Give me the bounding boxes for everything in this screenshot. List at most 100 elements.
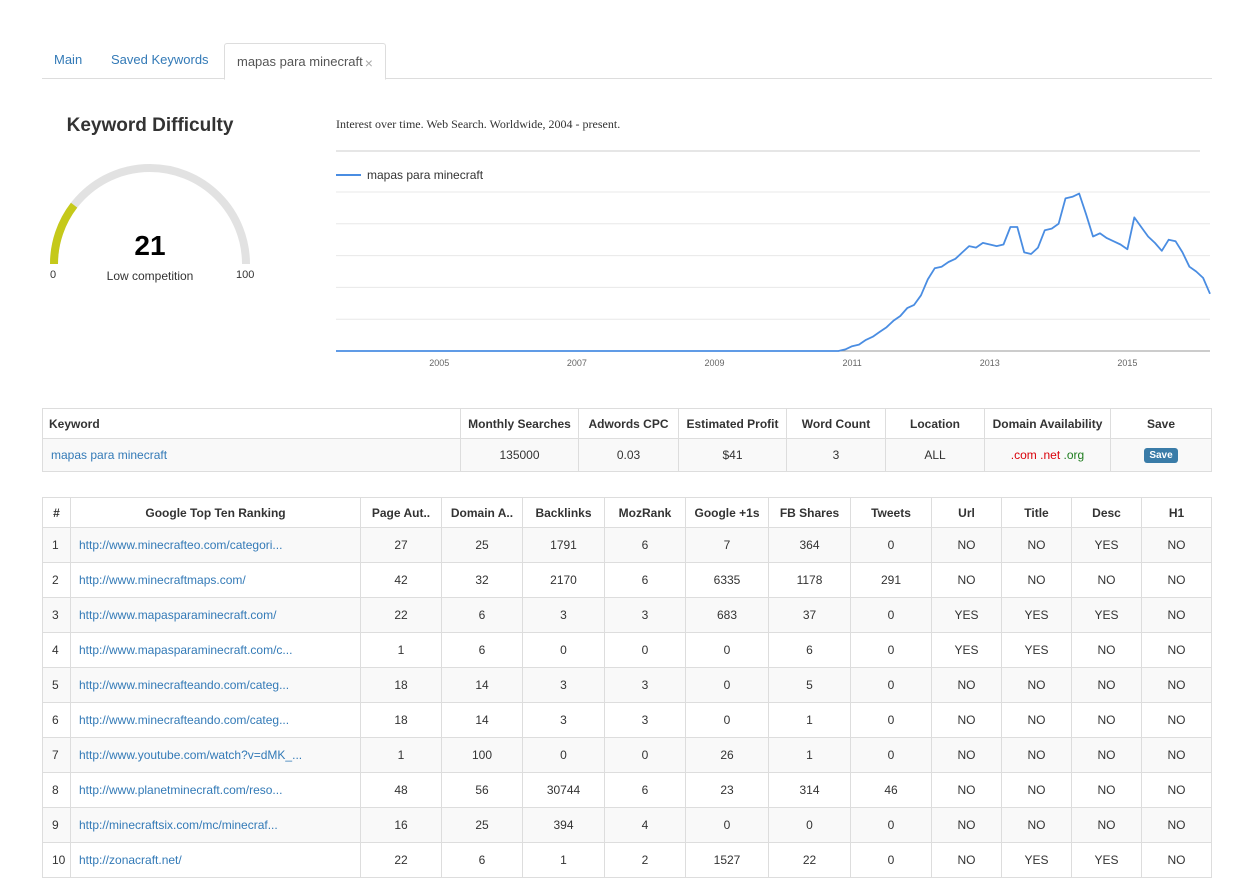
page-authority-cell: 22 [360, 597, 442, 633]
tab-keyword-label: mapas para minecraft [237, 54, 363, 69]
ranking-url-link[interactable]: http://www.youtube.com/watch?v=dMK_... [79, 748, 303, 762]
fb-shares-cell: 1178 [768, 562, 851, 598]
rank-cell: 6 [42, 702, 71, 738]
ranking-url-cell: http://minecraftsix.com/mc/minecraf... [70, 807, 361, 843]
rank-cell: 9 [42, 807, 71, 843]
rank-cell: 3 [42, 597, 71, 633]
desc-match-cell: NO [1071, 807, 1142, 843]
rank-cell: 8 [42, 772, 71, 808]
fb-shares-cell: 5 [768, 667, 851, 703]
close-icon[interactable]: × [364, 55, 373, 71]
table-row: 1 http://www.minecrafteo.com/categori... 2… [42, 527, 1212, 563]
gauge-max-label: 100 [236, 269, 255, 281]
ranking-table-body: 1 http://www.minecrafteo.com/categori... 2… [42, 527, 1212, 878]
backlinks-cell: 1 [522, 842, 605, 878]
fb-shares-cell: 1 [768, 702, 851, 738]
ranking-url-link[interactable]: http://zonacraft.net/ [79, 853, 182, 867]
mozrank-cell: 3 [604, 667, 686, 703]
google-plus-cell: 0 [685, 667, 769, 703]
page-authority-cell: 1 [360, 632, 442, 668]
col-desc: Desc [1071, 497, 1142, 528]
h1-match-cell: NO [1141, 632, 1212, 668]
page-authority-cell: 22 [360, 842, 442, 878]
keyword-cell: mapas para minecraft [42, 438, 461, 472]
domain-availability-cell: .com .net .org [984, 438, 1111, 472]
h1-match-cell: NO [1141, 562, 1212, 598]
page-authority-cell: 18 [360, 667, 442, 703]
table-row: 3 http://www.mapasparaminecraft.com/22 6 3 3… [42, 597, 1212, 633]
ranking-url-cell: http://www.minecrafteo.com/categori... [70, 527, 361, 563]
tab-keyword[interactable]: mapas para minecraft × [224, 43, 386, 80]
rank-cell: 4 [42, 632, 71, 668]
keyword-link[interactable]: mapas para minecraft [51, 448, 168, 462]
desc-match-cell: NO [1071, 702, 1142, 738]
table-row: 4 http://www.mapasparaminecraft.com/c... 1… [42, 632, 1212, 668]
word-count-cell: 3 [786, 438, 886, 472]
difficulty-gauge [50, 164, 250, 265]
ranking-url-link[interactable]: http://www.minecrafteo.com/categori... [79, 538, 283, 552]
domain-authority-cell: 6 [441, 597, 523, 633]
ranking-table-header: # Google Top Ten Ranking Page Aut.. Doma… [42, 497, 1212, 528]
x-tick-label: 2013 [980, 358, 1000, 368]
h1-match-cell: NO [1141, 772, 1212, 808]
tweets-cell: 0 [850, 807, 932, 843]
google-plus-cell: 23 [685, 772, 769, 808]
ranking-url-link[interactable]: http://www.minecraftmaps.com/ [79, 573, 246, 587]
ranking-url-link[interactable]: http://www.minecrafteando.com/categ... [79, 678, 290, 692]
table-row: 10 http://zonacraft.net/22 6 1 2 1527 22 0 NO YES… [42, 842, 1212, 878]
domain-authority-cell: 32 [441, 562, 523, 598]
table-row: 8 http://www.planetminecraft.com/reso... 4… [42, 772, 1212, 808]
mozrank-cell: 4 [604, 807, 686, 843]
gauge-min-label: 0 [50, 269, 57, 281]
domain-authority-cell: 6 [441, 632, 523, 668]
fb-shares-cell: 6 [768, 632, 851, 668]
ranking-url-cell: http://www.minecraftmaps.com/ [70, 562, 361, 598]
desc-match-cell: YES [1071, 597, 1142, 633]
desc-match-cell: YES [1071, 527, 1142, 563]
x-tick-label: 2015 [1117, 358, 1137, 368]
gauge-fill [50, 202, 78, 265]
title-match-cell: NO [1001, 807, 1072, 843]
rank-cell: 1 [42, 527, 71, 563]
col-google-plus: Google +1s [685, 497, 769, 528]
rank-cell: 10 [42, 842, 71, 878]
page-authority-cell: 27 [360, 527, 442, 563]
page-authority-cell: 16 [360, 807, 442, 843]
difficulty-label: Low competition [106, 269, 194, 283]
tab-saved-keywords[interactable]: Saved Keywords [99, 43, 221, 79]
tweets-cell: 0 [850, 702, 932, 738]
table-row: 6 http://www.minecrafteando.com/categ... 1… [42, 702, 1212, 738]
backlinks-cell: 394 [522, 807, 605, 843]
ranking-url-link[interactable]: http://www.mapasparaminecraft.com/c... [79, 643, 293, 657]
keyword-table-header: Keyword Monthly Searches Adwords CPC Est… [42, 408, 1212, 439]
ranking-url-cell: http://www.mapasparaminecraft.com/ [70, 597, 361, 633]
google-plus-cell: 1527 [685, 842, 769, 878]
title-match-cell: NO [1001, 772, 1072, 808]
domain-authority-cell: 14 [441, 667, 523, 703]
keyword-table: Keyword Monthly Searches Adwords CPC Est… [42, 408, 1212, 472]
series-line [336, 192, 1211, 352]
ranking-url-link[interactable]: http://minecraftsix.com/mc/minecraf... [79, 818, 278, 832]
ranking-url-link[interactable]: http://www.minecrafteando.com/categ... [79, 713, 290, 727]
tab-bar: Main Saved Keywords mapas para minecraft… [42, 43, 1212, 80]
title-match-cell: NO [1001, 702, 1072, 738]
url-match-cell: NO [931, 842, 1002, 878]
location-cell: ALL [885, 438, 985, 472]
domain-authority-cell: 56 [441, 772, 523, 808]
ranking-url-cell: http://www.planetminecraft.com/reso... [70, 772, 361, 808]
domain-com: .com [1010, 448, 1037, 462]
tab-main[interactable]: Main [42, 43, 94, 79]
title-match-cell: NO [1001, 667, 1072, 703]
col-estimated-profit: Estimated Profit [678, 408, 787, 439]
ranking-url-link[interactable]: http://www.planetminecraft.com/reso... [79, 783, 283, 797]
desc-match-cell: NO [1071, 772, 1142, 808]
save-button[interactable]: Save [1144, 448, 1178, 463]
ranking-url-link[interactable]: http://www.mapasparaminecraft.com/ [79, 608, 277, 622]
cpc-cell: 0.03 [578, 438, 679, 472]
mozrank-cell: 6 [604, 562, 686, 598]
mozrank-cell: 6 [604, 527, 686, 563]
col-adwords-cpc: Adwords CPC [578, 408, 679, 439]
mozrank-cell: 3 [604, 702, 686, 738]
url-match-cell: NO [931, 562, 1002, 598]
mozrank-cell: 6 [604, 772, 686, 808]
